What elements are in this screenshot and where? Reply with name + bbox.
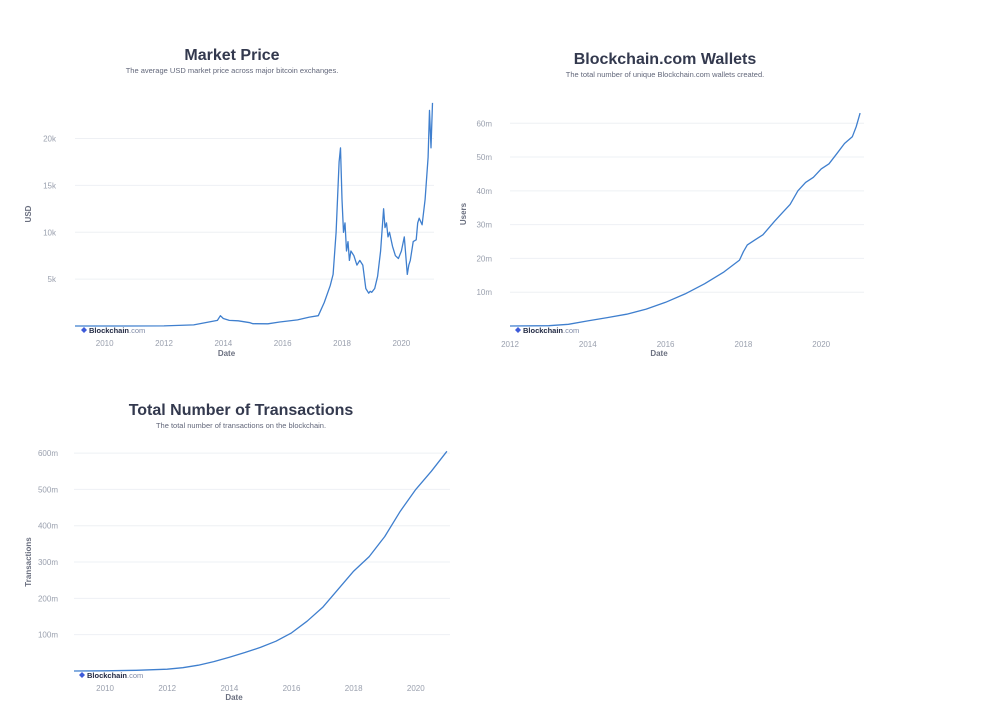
brand-text: Blockchain.com [523,326,579,335]
y-tick-label: 5k [48,275,57,284]
y-tick-label: 50m [476,153,492,162]
chart-title: Market Price [184,47,279,64]
y-tick-label: 500m [38,485,58,494]
y-tick-label: 20m [476,254,492,263]
x-tick-label: 2016 [274,339,292,348]
chart-2: Blockchain.com Wallets The total number o… [459,51,864,358]
x-tick-label: 2010 [96,339,114,348]
y-tick-label: 40m [476,187,492,196]
x-tick-label: 2014 [220,684,238,693]
y-tick-label: 20k [43,135,57,144]
y-axis-label: Users [459,202,468,225]
blockchain-logo-icon [79,672,85,678]
brand-name: Blockchain [523,326,563,335]
y-tick-label: 400m [38,522,58,531]
x-tick-label: 2014 [214,339,232,348]
x-tick-label: 2012 [155,339,173,348]
series-line [73,450,448,672]
chart-subtitle: The average USD market price across majo… [126,66,339,75]
x-tick-label: 2020 [812,340,830,349]
brand-name: Blockchain [89,326,129,335]
x-axis-label: Date [225,693,243,702]
blockchain-logo-icon [81,327,87,333]
x-axis-label: Date [650,349,668,358]
y-tick-label: 30m [476,221,492,230]
chart-title: Blockchain.com Wallets [574,51,757,68]
chart-1: Market Price The average USD market price… [24,47,434,358]
y-axis-label: USD [24,205,33,222]
x-tick-label: 2018 [333,339,351,348]
x-tick-label: 2016 [283,684,301,693]
y-axis-label: Transactions [24,537,33,587]
brand-text: Blockchain.com [89,326,145,335]
chart-title: Total Number of Transactions [129,402,354,419]
brand-suffix: .com [563,326,579,335]
y-tick-label: 10m [476,288,492,297]
y-tick-label: 10k [43,228,57,237]
x-tick-label: 2018 [735,340,753,349]
blockchain-logo-icon [515,327,521,333]
y-tick-label: 200m [38,594,58,603]
y-tick-label: 100m [38,631,58,640]
y-tick-label: 60m [476,119,492,128]
x-tick-label: 2016 [657,340,675,349]
x-axis-label: Date [218,349,236,358]
brand-name: Blockchain [87,671,127,680]
blockchain-logo: Blockchain.com [81,326,145,335]
x-tick-label: 2012 [501,340,519,349]
blockchain-logo: Blockchain.com [79,671,143,680]
brand-text: Blockchain.com [87,671,143,680]
chart-subtitle: The total number of unique Blockchain.co… [566,70,764,79]
blockchain-logo: Blockchain.com [515,326,579,335]
x-tick-label: 2012 [158,684,176,693]
brand-suffix: .com [127,671,143,680]
brand-suffix: .com [129,326,145,335]
x-tick-label: 2014 [579,340,597,349]
x-tick-label: 2020 [392,339,410,348]
y-tick-label: 15k [43,181,57,190]
series-line [75,102,434,327]
series-line [509,112,861,327]
y-tick-label: 600m [38,449,58,458]
x-tick-label: 2010 [96,684,114,693]
x-tick-label: 2018 [345,684,363,693]
x-tick-label: 2020 [407,684,425,693]
chart-subtitle: The total number of transactions on the … [156,421,326,430]
y-tick-label: 300m [38,558,58,567]
chart-3: Total Number of Transactions The total nu… [24,402,450,702]
